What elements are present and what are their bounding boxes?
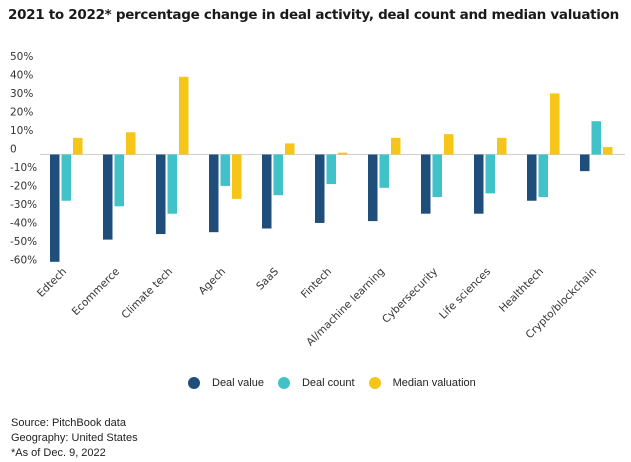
x-tick-label: Edtech bbox=[35, 266, 69, 300]
legend-swatch-median-valuation bbox=[368, 377, 381, 389]
bars bbox=[50, 76, 613, 262]
bar-median-valuation bbox=[232, 154, 242, 199]
legend-item-deal-value: Deal value bbox=[188, 377, 264, 389]
bar-deal-count bbox=[326, 154, 336, 185]
bar-median-valuation bbox=[550, 93, 560, 155]
bar-deal-value bbox=[156, 154, 166, 235]
y-tick-label: 40% bbox=[10, 70, 33, 82]
bar-deal-count bbox=[432, 154, 442, 198]
bar-median-valuation bbox=[603, 147, 613, 155]
y-tick-label: 10% bbox=[10, 125, 33, 137]
y-tick-label: -30% bbox=[10, 199, 37, 211]
bar-deal-value bbox=[103, 154, 113, 240]
source-note: Source: PitchBook data bbox=[11, 417, 126, 429]
bar-deal-count bbox=[220, 154, 230, 186]
bar-deal-count bbox=[485, 154, 495, 194]
bar-median-valuation bbox=[338, 152, 348, 155]
x-tick-label: Life sciences bbox=[437, 266, 493, 322]
date-note: *As of Dec. 9, 2022 bbox=[11, 447, 106, 459]
x-tick-label: Cybersecurity bbox=[380, 266, 440, 326]
y-tick-label: 0 bbox=[10, 144, 17, 156]
bar-deal-count bbox=[538, 154, 548, 198]
geography-note: Geography: United States bbox=[11, 432, 138, 444]
y-tick-label: -20% bbox=[10, 181, 37, 193]
footer-notes: Source: PitchBook data Geography: United… bbox=[11, 416, 138, 461]
y-tick-label: -10% bbox=[10, 162, 37, 174]
bar-chart: 50% 40% 30% 20% 10% 0 -10% -20% -30% -40% -50% -60%… bbox=[10, 51, 625, 348]
x-tick-label: Healthtech bbox=[497, 266, 546, 315]
bar-deal-value bbox=[580, 154, 590, 172]
x-tick-label: Climate tech bbox=[119, 266, 175, 322]
chart-title: 2021 to 2022* percentage change in deal … bbox=[8, 7, 619, 23]
bar-median-valuation bbox=[285, 143, 295, 155]
bar-deal-value bbox=[368, 154, 378, 222]
bar-deal-count bbox=[591, 121, 601, 155]
y-tick-label: -40% bbox=[10, 218, 37, 230]
y-tick-label: -50% bbox=[10, 236, 37, 248]
bar-deal-count bbox=[167, 154, 177, 214]
bar-deal-count bbox=[379, 154, 389, 188]
bar-deal-value bbox=[474, 154, 484, 214]
y-tick-label: -60% bbox=[10, 255, 37, 267]
y-tick-label: 20% bbox=[10, 107, 33, 119]
y-tick-label: 30% bbox=[10, 88, 33, 100]
y-tick-label: 50% bbox=[10, 51, 33, 63]
bar-median-valuation bbox=[126, 132, 136, 155]
y-axis: 50% 40% 30% 20% 10% 0 -10% -20% -30% -40% -50% -60% bbox=[10, 51, 37, 267]
bar-median-valuation bbox=[73, 137, 83, 155]
legend-swatch-deal-value bbox=[188, 377, 200, 389]
bar-median-valuation bbox=[179, 76, 189, 155]
bar-median-valuation bbox=[391, 137, 401, 155]
legend-label: Deal count bbox=[301, 377, 355, 389]
x-tick-label: Ecommerce bbox=[70, 266, 122, 318]
legend-label: Median valuation bbox=[392, 377, 476, 389]
bar-deal-count bbox=[61, 154, 71, 201]
bar-deal-value bbox=[421, 154, 431, 214]
bar-deal-value bbox=[50, 154, 60, 262]
legend-label: Deal value bbox=[212, 377, 264, 389]
legend: Deal value Deal count Median valuation bbox=[188, 377, 490, 389]
legend-swatch-deal-count bbox=[277, 377, 290, 389]
bar-median-valuation bbox=[497, 137, 507, 155]
x-tick-label: Agech bbox=[196, 266, 228, 298]
bar-deal-value bbox=[262, 154, 272, 229]
x-tick-label: Fintech bbox=[299, 266, 334, 301]
bar-median-valuation bbox=[444, 134, 454, 155]
bar-deal-value bbox=[209, 154, 219, 233]
bar-deal-value bbox=[315, 154, 325, 223]
bar-deal-value bbox=[527, 154, 537, 201]
legend-item-median-valuation: Median valuation bbox=[368, 377, 476, 389]
legend-item-deal-count: Deal count bbox=[277, 377, 355, 389]
x-tick-label: SaaS bbox=[254, 265, 281, 292]
bar-deal-count bbox=[273, 154, 283, 196]
bar-deal-count bbox=[114, 154, 124, 207]
